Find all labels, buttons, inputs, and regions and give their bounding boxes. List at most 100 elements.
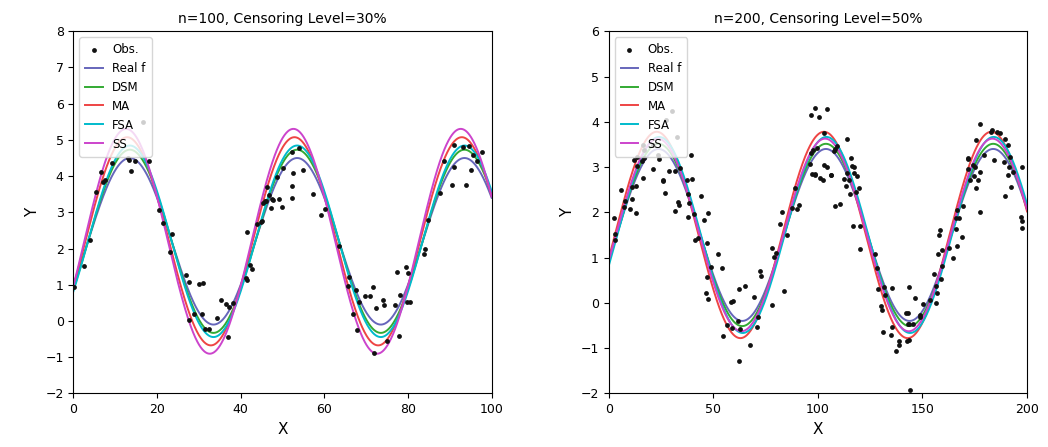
DSM [772,250,785,256]
Obs. [783,204,800,211]
FSA [772,255,785,261]
Obs. [651,156,668,163]
Real f [772,249,785,255]
Obs. [275,164,291,171]
Obs. [163,230,180,237]
Obs. [255,199,271,206]
Obs. [663,107,680,114]
Obs. [932,227,948,234]
Obs. [814,177,831,184]
Obs. [826,148,843,155]
MA [288,135,301,140]
Obs. [265,197,282,204]
Legend: Obs., Real f, DSM, MA, FSA, SS: Obs., Real f, DSM, MA, FSA, SS [615,37,687,156]
Obs. [634,157,651,164]
Real f [1021,207,1033,212]
Obs. [947,225,964,232]
Obs. [690,235,706,242]
MA [901,335,914,341]
Obs. [934,247,951,254]
Line: MA: MA [609,132,1027,338]
Line: Real f: Real f [609,149,1027,321]
Obs. [305,191,322,198]
X-axis label: X: X [812,422,823,437]
Obs. [209,314,225,321]
Obs. [686,211,703,218]
Obs. [151,207,168,214]
Obs. [121,156,137,163]
Obs. [258,198,275,205]
Obs. [474,148,490,156]
MA [1021,209,1033,214]
Obs. [432,190,449,197]
Obs. [776,287,792,295]
Obs. [284,170,301,177]
Obs. [823,172,839,179]
Obs. [843,154,859,161]
Obs. [1002,153,1019,160]
Real f [458,156,471,161]
Obs. [624,195,640,202]
FSA [485,189,498,194]
Obs. [657,117,674,124]
Obs. [375,297,392,304]
Obs. [671,201,687,208]
Obs. [818,105,835,113]
Obs. [629,153,646,160]
FSA [603,263,615,269]
SS [401,284,414,289]
Obs. [669,134,685,141]
Obs. [790,202,807,209]
Obs. [330,242,347,249]
Obs. [464,151,481,158]
Obs. [764,301,781,308]
FSA [354,308,367,313]
Obs. [751,267,768,274]
DSM [937,259,949,265]
Obs. [827,145,844,152]
SS [67,283,80,289]
Obs. [1000,141,1017,148]
Obs. [696,217,713,224]
Obs. [389,268,406,275]
Obs. [127,157,144,164]
Obs. [351,299,368,306]
MA [236,277,248,283]
Obs. [748,323,765,330]
Obs. [119,155,136,162]
Obs. [242,262,259,269]
Obs. [732,325,748,333]
SS [394,311,407,316]
DSM [891,313,903,319]
Obs. [462,166,479,173]
MA [110,143,123,149]
Obs. [719,321,736,328]
MA [354,322,367,327]
Obs. [723,298,740,305]
Obs. [626,156,642,164]
Obs. [92,169,109,176]
Obs. [763,244,780,251]
Obs. [826,202,843,209]
Obs. [683,152,700,159]
Obs. [807,170,824,177]
Obs. [243,266,260,273]
Obs. [660,167,677,174]
Obs. [831,200,848,207]
Obs. [773,208,790,215]
Obs. [263,204,280,211]
Obs. [971,169,988,176]
Obs. [867,251,883,258]
Obs. [655,177,672,184]
Obs. [667,207,683,215]
MA [394,308,407,314]
Obs. [742,342,759,349]
Obs. [925,271,942,278]
SS [203,351,216,356]
FSA [110,156,123,161]
Obs. [698,289,715,296]
Obs. [948,207,965,214]
Obs. [444,181,461,189]
Obs. [838,135,855,143]
Real f [374,322,387,327]
